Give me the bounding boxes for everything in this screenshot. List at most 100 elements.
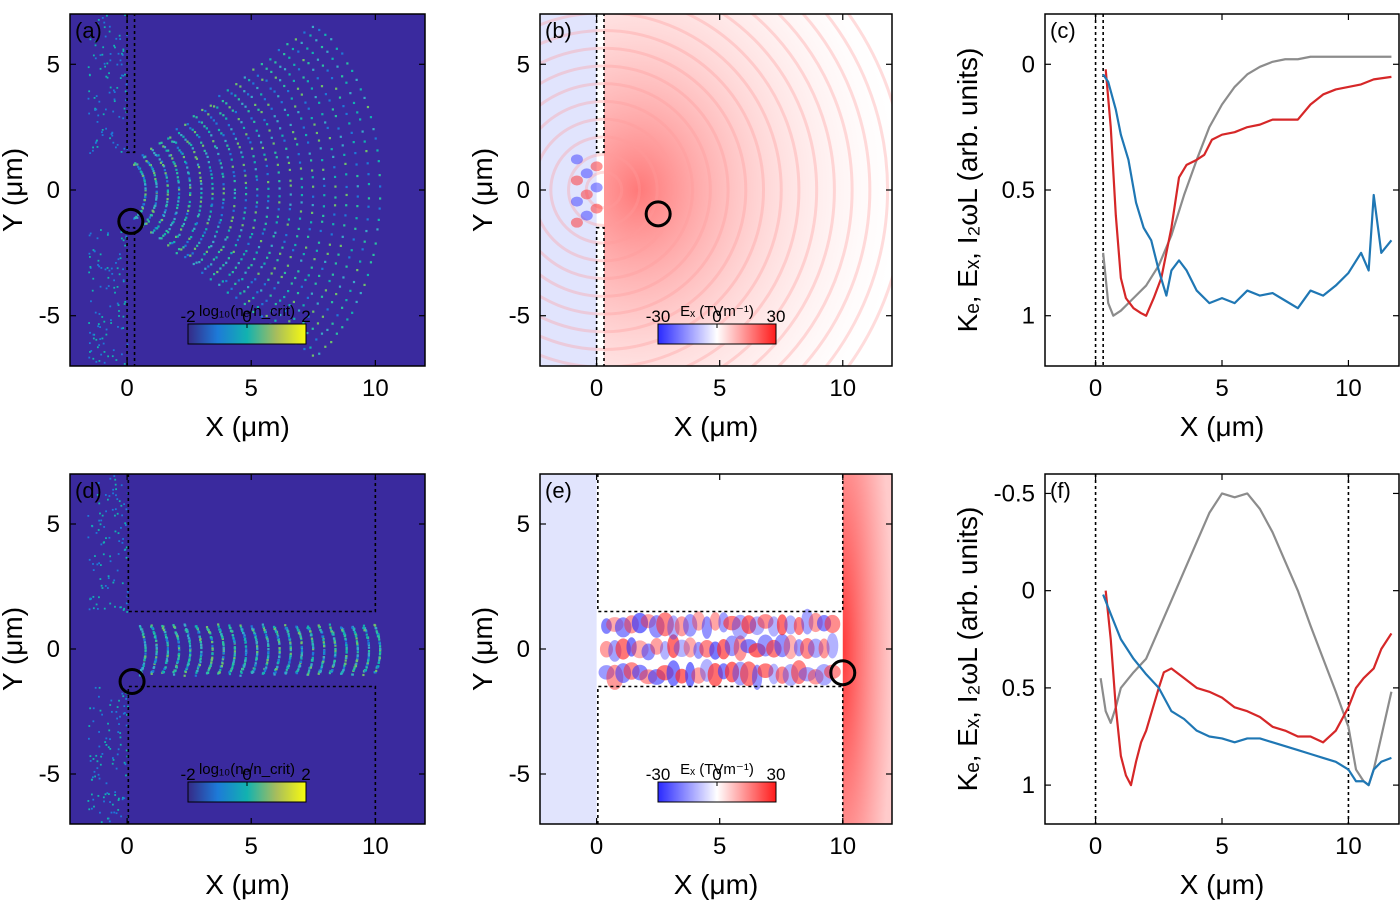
x-tick-label: 0 [590,833,603,860]
channel-field-pattern [598,608,841,690]
y-tick-label: 0 [517,177,530,204]
colorbar-tick-label: -30 [646,765,671,784]
plot-area-b [540,14,892,366]
colorbar-tick-label: 0 [242,307,251,326]
plot-area-d [70,474,425,824]
position-marker-circle [644,200,672,228]
colorbar-title: log₁₀(nₑ/n_crit) [199,303,295,320]
panel-label: (f) [1050,478,1071,503]
x-tick-label: 5 [1215,375,1228,402]
panel-d: log₁₀(nₑ/n_crit)-2 0 2 0 5 10 -5 0 5 X (μm) Y (μm)… [0,473,426,900]
y-axis-label: Kₑ, Eₓ, I₂ωL (arb. units) [952,507,983,792]
y-tick-label: 1 [1022,303,1035,330]
colorbar: log₁₀(nₑ/n_crit)-2 0 2 [180,761,311,803]
position-marker-circle [118,668,146,695]
x-tick-label: 5 [713,833,726,860]
axis-ticks [70,14,425,366]
colorbar-title: log₁₀(nₑ/n_crit) [199,761,295,778]
series-line-field_ex [1102,55,1392,317]
panel-label: (c) [1050,18,1076,43]
colorbar-tick-label: 0 [712,765,721,784]
y-axis-label: Y (μm) [0,607,28,691]
y-tick-label: 0 [47,177,60,204]
y-tick-label: 0 [1022,578,1035,605]
x-tick-label: 10 [362,833,389,860]
colorbar: Eₓ (TVm⁻¹) -30 0 30 [646,303,786,345]
density-background [70,474,425,824]
position-marker-circle [117,207,145,235]
series-line-electron_energy [1104,590,1393,787]
plot-area-a [70,14,425,366]
colorbar-tick-label: -2 [180,307,195,326]
y-axis-label: Y (μm) [467,148,498,232]
y-tick-label: 0 [47,636,60,663]
y-tick-label: -0.5 [994,480,1035,507]
channel-outline [127,474,377,824]
field-wavefronts [540,14,892,366]
x-axis-label: X (μm) [205,869,290,900]
x-tick-label: 5 [245,375,258,402]
x-tick-label: 0 [590,375,603,402]
y-tick-label: -5 [509,303,530,330]
colorbar-title: Eₓ (TVm⁻¹) [680,761,754,778]
series-line-harmonic_intensity [1102,594,1392,787]
plot-area-e [540,474,892,824]
x-tick-label: 0 [1089,833,1102,860]
x-tick-label: 5 [713,375,726,402]
y-tick-label: 5 [47,511,60,538]
colorbar-tick-label: -30 [646,307,671,326]
colorbar: Eₓ (TVm⁻¹) -30 0 30 [646,761,785,803]
y-axis-label: Y (μm) [0,148,28,232]
panel-label: (a) [75,18,102,43]
x-tick-label: 10 [829,375,856,402]
panel-label: (d) [75,478,102,503]
x-axis-label: X (μm) [674,869,759,900]
axis-ticks [540,474,892,824]
plot-area-c [1045,14,1399,366]
plot-background [1045,14,1399,366]
field-exit-glow [842,474,892,824]
panel-f: 0 5 10 -0.5 0 0.5 1 X (μm) Kₑ, Eₓ, I₂ωL (arb. un… [952,473,1400,900]
x-tick-label: 0 [120,833,133,860]
x-tick-label: 5 [245,833,258,860]
axis-ticks [70,474,425,824]
series-line-field_ex [1099,492,1393,787]
colorbar-title: Eₓ (TVm⁻¹) [680,303,754,320]
axis-ticks [540,14,892,366]
y-tick-label: 0 [1022,51,1035,78]
y-axis-label: Kₑ, Eₓ, I₂ωL (arb. units) [952,48,983,333]
x-tick-label: 10 [362,375,389,402]
series-line-electron_energy [1104,69,1392,317]
colorbar-tick-label: 30 [767,307,786,326]
x-tick-label: 10 [1335,833,1362,860]
panel-label: (e) [545,478,572,503]
axis-ticks [1045,14,1399,366]
electron-bunches [87,475,382,824]
channel-outline [597,474,844,824]
position-marker-circle [829,659,857,687]
colorbar-tick-label: 0 [242,765,251,784]
x-tick-label: 0 [120,375,133,402]
electron-bunches [87,14,382,365]
density-background [70,14,425,366]
y-axis-label: Y (μm) [467,607,498,691]
x-axis-label: X (μm) [1180,869,1265,900]
y-tick-label: 5 [517,511,530,538]
axis-ticks [1045,474,1399,824]
colorbar-tick-label: 2 [301,765,310,784]
field-negative-region [540,474,597,824]
x-tick-label: 0 [1089,375,1102,402]
y-tick-label: 5 [47,51,60,78]
plot-area-f [1045,474,1399,824]
y-tick-label: 0.5 [1002,177,1035,204]
colorbar-tick-label: -2 [180,765,195,784]
y-tick-label: -5 [39,761,60,788]
colorbar-tick-label: 2 [301,307,310,326]
y-tick-label: -5 [509,761,530,788]
x-tick-label: 10 [829,833,856,860]
series-line-harmonic_intensity [1102,73,1393,310]
y-tick-label: 0.5 [1002,675,1035,702]
panel-a: log₁₀(nₑ/n_crit)-2 0 2 0 5 10 -5 0 5 X (μm) Y (μm)… [0,13,426,442]
panel-b: Eₓ (TVm⁻¹) -30 0 30 0 5 10 -5 0 5 X (μm) Y (μm) (b) [467,13,893,442]
